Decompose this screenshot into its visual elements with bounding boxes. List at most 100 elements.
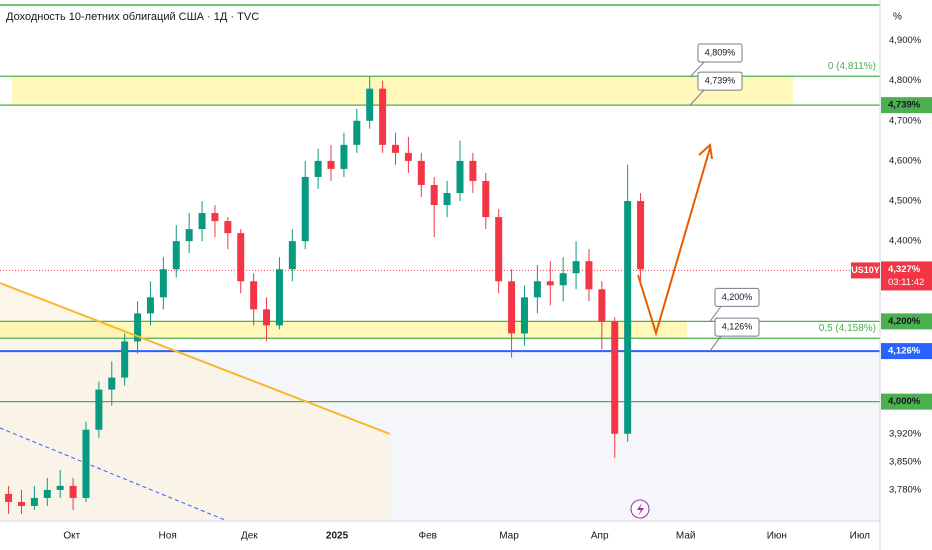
axis-badge-label: 4,739% bbox=[888, 100, 921, 111]
candle-body bbox=[598, 289, 606, 322]
candle-body bbox=[250, 281, 258, 310]
x-tick-label: Апр bbox=[591, 531, 609, 542]
candle-body bbox=[637, 201, 645, 270]
y-tick-label: 3,850% bbox=[889, 456, 922, 467]
x-tick-label: Фев bbox=[419, 531, 437, 542]
chart-title: Доходность 10-летних облигаций США · 1Д … bbox=[6, 11, 259, 23]
candle-body bbox=[404, 152, 412, 161]
countdown-label: 03:11:42 bbox=[888, 277, 924, 288]
candle-body bbox=[495, 217, 503, 282]
candle-body bbox=[198, 213, 206, 230]
axis-badge-label: 4,200% bbox=[888, 316, 921, 327]
dashed-trendline bbox=[0, 427, 226, 521]
arrow-head bbox=[698, 142, 713, 160]
fib-label: 0 (4,811%) bbox=[828, 61, 876, 72]
axis-badge-label: 4,000% bbox=[888, 396, 921, 407]
candle-body bbox=[108, 377, 116, 390]
axis-badge bbox=[881, 343, 932, 360]
candle-body bbox=[508, 281, 516, 334]
candle-body bbox=[159, 269, 167, 298]
candle-body bbox=[288, 241, 296, 270]
price-badge bbox=[881, 261, 932, 291]
candle-body bbox=[379, 88, 387, 145]
candle-body bbox=[456, 160, 464, 193]
event-bolt bbox=[637, 503, 644, 516]
y-tick-label: 3,780% bbox=[889, 484, 922, 495]
candle-body bbox=[392, 144, 400, 153]
y-tick-label: 4,800% bbox=[889, 75, 922, 86]
candle-body bbox=[301, 176, 309, 242]
callout-pointer bbox=[689, 89, 705, 106]
axis-badge-label: 4,126% bbox=[888, 346, 921, 357]
y-tick-label: 3,920% bbox=[889, 428, 922, 439]
time-axis bbox=[0, 521, 880, 550]
callout-pointer bbox=[709, 335, 722, 352]
axis-badge bbox=[881, 393, 932, 410]
candle-body bbox=[559, 273, 567, 286]
candle-body bbox=[30, 497, 38, 506]
candle-body bbox=[353, 120, 361, 145]
candle-body bbox=[17, 501, 25, 506]
price-label: 4,327% bbox=[888, 264, 921, 275]
candle-body bbox=[611, 321, 619, 434]
symbol-badge bbox=[851, 262, 880, 279]
callout-label: 4,809% bbox=[705, 47, 736, 57]
candle-body bbox=[417, 160, 425, 185]
candle-body bbox=[469, 160, 477, 181]
candle-body bbox=[121, 341, 129, 378]
candle-body bbox=[443, 192, 451, 206]
x-tick-label: 2025 bbox=[326, 531, 349, 542]
zone bbox=[12, 76, 793, 106]
axis-badge bbox=[881, 97, 932, 114]
callout-label: 4,200% bbox=[722, 292, 753, 302]
callout-label: 4,126% bbox=[722, 321, 753, 331]
candle-body bbox=[327, 160, 335, 169]
y-tick-label: 4,500% bbox=[889, 196, 922, 207]
candle-body bbox=[585, 261, 593, 290]
candle-body bbox=[185, 229, 193, 242]
callout-label: 4,739% bbox=[705, 75, 736, 85]
x-tick-label: Ноя bbox=[159, 531, 177, 542]
zones bbox=[0, 76, 793, 339]
candle-body bbox=[82, 429, 90, 498]
candle-body bbox=[237, 233, 245, 282]
callout-box bbox=[697, 43, 743, 63]
y-tick-label: 4,600% bbox=[889, 155, 922, 166]
candle-body bbox=[430, 184, 438, 206]
candle-body bbox=[43, 489, 51, 498]
x-tick-label: Июн bbox=[767, 531, 787, 542]
fib-label: 0,5 (4,158%) bbox=[819, 323, 876, 334]
y-tick-label: 4,900% bbox=[889, 35, 922, 46]
candle-body bbox=[624, 201, 632, 434]
candle-body bbox=[5, 493, 13, 502]
candle-body bbox=[275, 269, 283, 326]
candle-body bbox=[546, 281, 554, 286]
candle-body bbox=[340, 144, 348, 169]
candle-body bbox=[134, 313, 142, 342]
symbol-label: US10Y bbox=[851, 265, 880, 275]
candle-body bbox=[482, 180, 490, 218]
y-tick-label: 4,700% bbox=[889, 115, 922, 126]
forecast-arrow bbox=[637, 147, 711, 337]
axis-badge bbox=[881, 313, 932, 330]
candle-body bbox=[572, 261, 580, 274]
candle-body bbox=[211, 213, 219, 222]
candle-body bbox=[520, 297, 528, 334]
callout-box bbox=[714, 317, 760, 337]
candle-body bbox=[314, 160, 322, 177]
candle-body bbox=[224, 221, 232, 234]
y-tick-label: 4,400% bbox=[889, 236, 922, 247]
candle-body bbox=[172, 241, 180, 270]
callout-pointer bbox=[689, 61, 705, 78]
x-tick-label: Май bbox=[676, 531, 696, 542]
candle-body bbox=[366, 88, 374, 121]
candle-body bbox=[56, 485, 64, 490]
x-tick-label: Окт bbox=[63, 531, 80, 542]
x-tick-label: Июл bbox=[850, 531, 870, 542]
candle-body bbox=[69, 485, 77, 498]
callout-box bbox=[714, 287, 760, 307]
callout-pointer bbox=[709, 306, 722, 322]
callout-box bbox=[697, 71, 743, 91]
axis-unit: % bbox=[893, 12, 902, 23]
